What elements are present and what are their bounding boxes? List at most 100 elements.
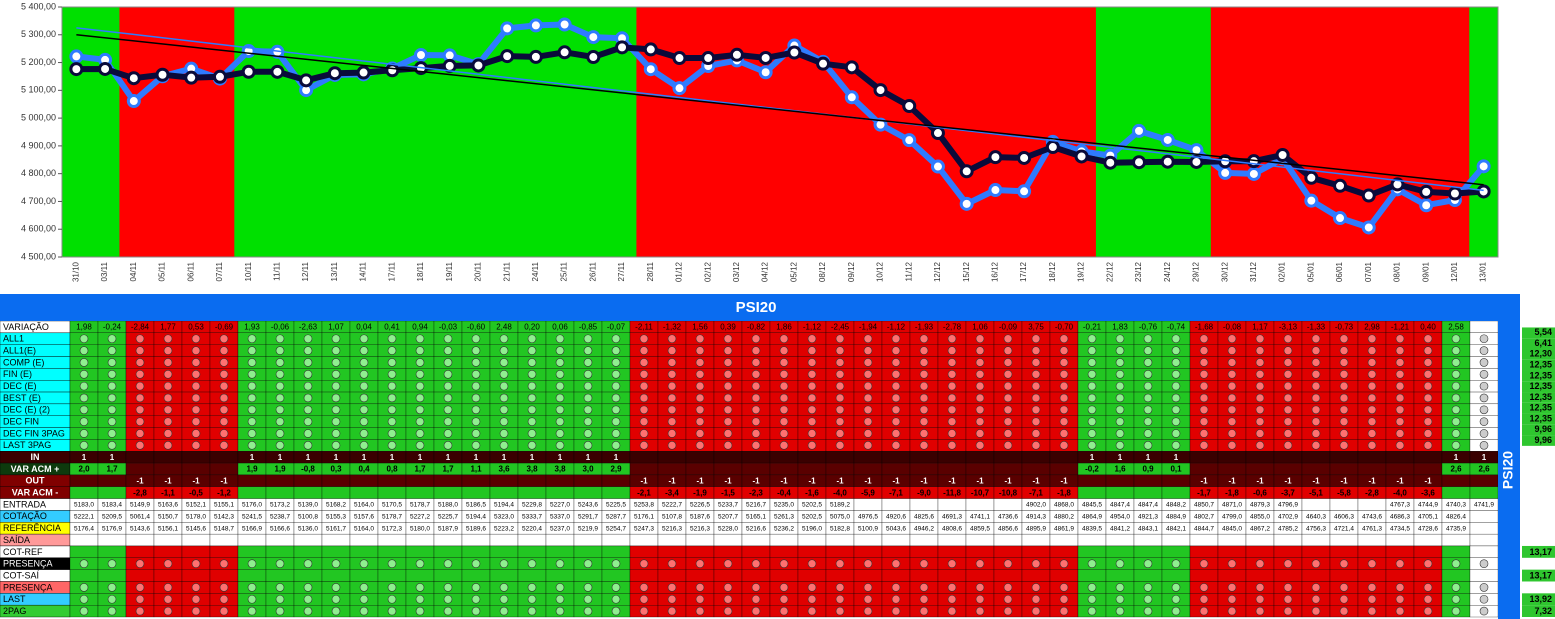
table-value: 4868,0 bbox=[1054, 502, 1074, 509]
x-tick-label: 30/12 bbox=[1220, 261, 1229, 282]
indicator-dot bbox=[779, 381, 789, 391]
table-cell bbox=[1385, 569, 1415, 582]
indicator-dot bbox=[1367, 441, 1377, 450]
indicator-dot bbox=[303, 583, 313, 592]
indicator-dot bbox=[163, 429, 173, 438]
indicator-dot bbox=[807, 369, 817, 379]
table-value: 4702,9 bbox=[1278, 514, 1298, 521]
table-cell bbox=[1357, 451, 1387, 464]
indicator-dot bbox=[1087, 606, 1097, 616]
indicator-dot bbox=[667, 346, 677, 355]
indicator-dot bbox=[639, 393, 649, 403]
row-label: BEST (E) bbox=[3, 393, 41, 403]
indicator-dot bbox=[919, 429, 929, 438]
series-marker bbox=[212, 69, 227, 84]
table-value: -1 bbox=[724, 476, 732, 485]
indicator-dot bbox=[471, 405, 481, 415]
indicator-dot bbox=[555, 594, 565, 604]
indicator-dot bbox=[1395, 334, 1405, 344]
indicator-dot bbox=[1143, 559, 1153, 569]
indicator-dot bbox=[1367, 594, 1377, 604]
table-value: -2,8 bbox=[1365, 488, 1379, 497]
indicator-dot bbox=[247, 441, 257, 450]
series-marker bbox=[988, 150, 1003, 165]
table-value: 5202,5 bbox=[802, 514, 822, 521]
side-value: 9,96 bbox=[1534, 435, 1552, 445]
table-value: -1 bbox=[948, 476, 956, 485]
indicator-dot bbox=[443, 417, 453, 426]
indicator-dot bbox=[135, 358, 145, 367]
indicator-dot bbox=[611, 393, 621, 403]
row-label: LAST bbox=[3, 594, 26, 604]
y-tick-label: 4 600,00 bbox=[21, 224, 56, 234]
table-value: 1,93 bbox=[244, 323, 260, 332]
table-cell bbox=[853, 533, 883, 547]
indicator-dot bbox=[1171, 369, 1181, 379]
table-value: -0,06 bbox=[271, 323, 290, 332]
indicator-dot bbox=[1003, 358, 1013, 367]
table-cell bbox=[937, 545, 967, 558]
table-cell bbox=[741, 569, 771, 582]
indicator-dot bbox=[1059, 606, 1069, 616]
indicator-dot bbox=[639, 583, 649, 592]
table-value: 5149,9 bbox=[130, 502, 150, 509]
indicator-dot bbox=[415, 583, 425, 592]
indicator-dot bbox=[527, 441, 537, 450]
table-value: 4799,0 bbox=[1222, 514, 1242, 521]
table-cell bbox=[993, 451, 1023, 464]
indicator-dot bbox=[387, 417, 397, 426]
table-cell bbox=[937, 498, 967, 511]
table-cell bbox=[629, 462, 659, 476]
indicator-dot bbox=[1115, 594, 1125, 604]
indicator-dot bbox=[1395, 441, 1405, 450]
indicator-dot bbox=[919, 358, 929, 367]
indicator-dot bbox=[1451, 429, 1461, 438]
indicator-dot bbox=[1031, 393, 1041, 403]
table-value: -1 bbox=[1340, 476, 1348, 485]
indicator-dot bbox=[611, 346, 621, 355]
indicator-dot bbox=[1367, 405, 1377, 415]
table-cell bbox=[1329, 498, 1359, 511]
table-cell bbox=[1441, 569, 1471, 582]
table-value: 5254,7 bbox=[606, 525, 626, 532]
table-cell bbox=[209, 533, 239, 547]
indicator-dot bbox=[1087, 346, 1097, 355]
table-cell bbox=[1021, 462, 1051, 476]
indicator-dot bbox=[1367, 358, 1377, 367]
table-value: 5043,6 bbox=[886, 525, 906, 532]
table-value: 0,53 bbox=[188, 323, 204, 332]
side-value: 13,17 bbox=[1529, 570, 1552, 580]
table-value: 5150,7 bbox=[158, 514, 178, 521]
indicator-dot bbox=[1003, 369, 1013, 379]
table-value: 2,98 bbox=[1364, 323, 1380, 332]
side-value: 12,35 bbox=[1529, 413, 1552, 423]
indicator-dot bbox=[807, 583, 817, 592]
table-cell bbox=[517, 486, 547, 499]
indicator-dot bbox=[499, 369, 509, 379]
table-value: -1 bbox=[864, 476, 872, 485]
indicator-dot bbox=[527, 369, 537, 379]
side-value: 13,17 bbox=[1529, 547, 1552, 557]
indicator-dot bbox=[499, 559, 509, 569]
table-value: 4856,6 bbox=[998, 525, 1018, 532]
indicator-dot bbox=[1143, 441, 1153, 450]
indicator-dot bbox=[863, 583, 873, 592]
indicator-dot bbox=[163, 369, 173, 379]
indicator-dot bbox=[667, 393, 677, 403]
indicator-dot bbox=[135, 559, 145, 569]
series-marker bbox=[672, 51, 687, 66]
series-marker bbox=[930, 126, 945, 141]
side-cell bbox=[1522, 370, 1555, 382]
table-cell bbox=[1301, 462, 1331, 476]
indicator-dot bbox=[219, 606, 229, 616]
table-cell bbox=[573, 545, 603, 558]
table-value: 1,86 bbox=[776, 323, 792, 332]
indicator-dot bbox=[751, 606, 761, 616]
indicator-dot bbox=[779, 441, 789, 450]
table-value: -0,76 bbox=[1139, 323, 1158, 332]
table-cell bbox=[181, 545, 211, 558]
indicator-dot bbox=[443, 381, 453, 391]
indicator-dot bbox=[947, 358, 957, 367]
table-cell bbox=[1049, 451, 1079, 464]
indicator-dot bbox=[219, 346, 229, 355]
